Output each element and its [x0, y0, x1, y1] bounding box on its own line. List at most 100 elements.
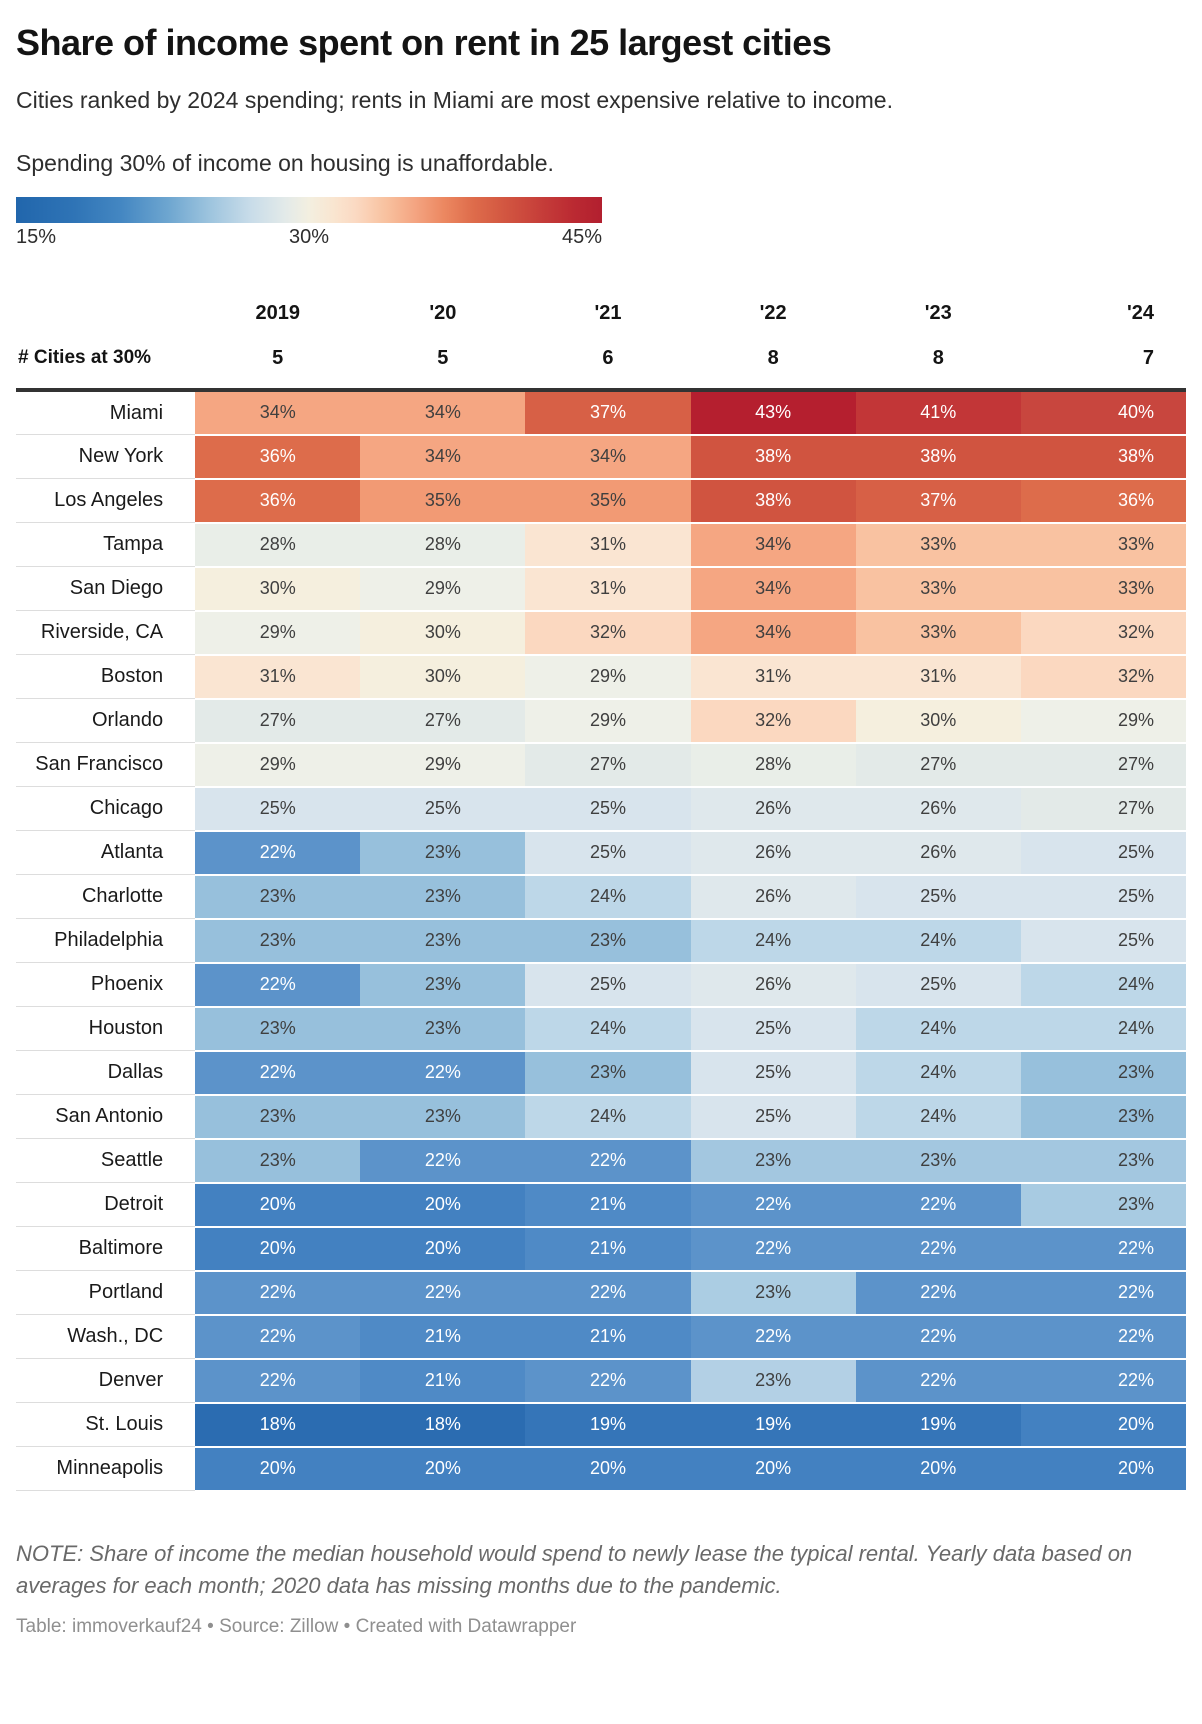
value-cell: 24%	[1020, 1006, 1186, 1052]
value-cell: 36%	[195, 478, 361, 524]
value-cell: 29%	[195, 742, 361, 788]
table-row: Boston 31% 30% 29% 31% 31% 32%	[16, 654, 1186, 700]
value-cell: 34%	[195, 389, 361, 436]
value-cell: 22%	[360, 1138, 526, 1184]
city-cell: Charlotte	[16, 874, 196, 920]
value-cell: 29%	[1020, 698, 1186, 744]
value-cell: 25%	[690, 1006, 856, 1052]
city-cell: Houston	[16, 1006, 196, 1052]
value-cell: 20%	[360, 1226, 526, 1272]
value-cell: 32%	[1020, 654, 1186, 700]
legend-labels: 15% 30% 45%	[16, 226, 602, 252]
table-row: San Diego 30% 29% 31% 34% 33% 33%	[16, 566, 1186, 612]
value-cell: 31%	[195, 654, 361, 700]
table-row: Tampa 28% 28% 31% 34% 33% 33%	[16, 522, 1186, 568]
value-cell: 23%	[195, 1006, 361, 1052]
value-cell: 20%	[1020, 1446, 1186, 1492]
city-cell: Los Angeles	[16, 478, 196, 524]
value-cell: 25%	[690, 1050, 856, 1096]
value-cell: 33%	[1020, 566, 1186, 612]
table-row: Seattle 23% 22% 22% 23% 23% 23%	[16, 1138, 1186, 1184]
value-cell: 22%	[855, 1358, 1021, 1404]
value-cell: 30%	[855, 698, 1021, 744]
legend-gradient-bar	[16, 196, 602, 223]
footer-credit: Table: immoverkauf24 • Source: Zillow • …	[16, 1615, 577, 1637]
value-cell: 31%	[855, 654, 1021, 700]
year-header: '23	[924, 301, 952, 324]
value-cell: 24%	[855, 1094, 1021, 1140]
value-cell: 33%	[855, 566, 1021, 612]
value-cell: 38%	[690, 434, 856, 480]
value-cell: 22%	[195, 1358, 361, 1404]
city-cell: New York	[16, 434, 196, 480]
value-cell: 32%	[690, 698, 856, 744]
value-cell: 23%	[690, 1358, 856, 1404]
rent-share-table: 2019 '20 '21 '22 '23 '24 # Cities at 30% 5 5 6 8 8…	[16, 292, 1186, 1492]
table-row: Denver 22% 21% 22% 23% 22% 22%	[16, 1358, 1186, 1404]
value-cell: 23%	[360, 918, 526, 964]
city-cell: Boston	[16, 654, 196, 700]
value-cell: 23%	[525, 1050, 691, 1096]
table-row: Chicago 25% 25% 25% 26% 26% 27%	[16, 786, 1186, 832]
value-cell: 22%	[855, 1270, 1021, 1316]
color-legend: 15% 30% 45%	[16, 196, 1186, 252]
value-cell: 23%	[690, 1270, 856, 1316]
value-cell: 19%	[690, 1402, 856, 1448]
value-cell: 26%	[690, 830, 856, 876]
value-cell: 41%	[855, 389, 1021, 436]
table-row: St. Louis 18% 18% 19% 19% 19% 20%	[16, 1402, 1186, 1448]
value-cell: 20%	[360, 1182, 526, 1228]
value-cell: 22%	[525, 1138, 691, 1184]
table-row: San Francisco 29% 29% 27% 28% 27% 27%	[16, 742, 1186, 788]
value-cell: 32%	[525, 610, 691, 656]
table-row: New York 36% 34% 34% 38% 38% 38%	[16, 434, 1186, 480]
value-cell: 36%	[195, 434, 361, 480]
value-cell: 37%	[525, 389, 691, 436]
value-cell: 23%	[360, 1094, 526, 1140]
city-cell: Minneapolis	[16, 1446, 196, 1492]
value-cell: 29%	[525, 698, 691, 744]
value-cell: 22%	[195, 962, 361, 1008]
value-cell: 30%	[360, 654, 526, 700]
value-cell: 23%	[360, 874, 526, 920]
city-cell: Baltimore	[16, 1226, 196, 1272]
city-cell: San Diego	[16, 566, 196, 612]
value-cell: 22%	[360, 1270, 526, 1316]
value-cell: 22%	[195, 1050, 361, 1096]
value-cell: 25%	[855, 874, 1021, 920]
city-cell: Orlando	[16, 698, 196, 744]
value-cell: 23%	[1020, 1050, 1186, 1096]
value-cell: 23%	[1020, 1182, 1186, 1228]
value-cell: 25%	[1020, 830, 1186, 876]
city-cell: Riverside, CA	[16, 610, 196, 656]
year-header: '22	[759, 301, 787, 324]
value-cell: 27%	[525, 742, 691, 788]
table-row: Wash., DC 22% 21% 21% 22% 22% 22%	[16, 1314, 1186, 1360]
value-cell: 24%	[690, 918, 856, 964]
value-cell: 25%	[195, 786, 361, 832]
cities-at-30-row: # Cities at 30% 5 5 6 8 8 7	[16, 341, 1186, 390]
value-cell: 20%	[195, 1182, 361, 1228]
value-cell: 31%	[525, 566, 691, 612]
value-cell: 23%	[195, 1094, 361, 1140]
value-cell: 27%	[855, 742, 1021, 788]
value-cell: 23%	[1020, 1094, 1186, 1140]
value-cell: 24%	[525, 1094, 691, 1140]
value-cell: 21%	[525, 1314, 691, 1360]
table-header: 2019 '20 '21 '22 '23 '24 # Cities at 30% 5 5 6 8 8…	[16, 292, 1186, 390]
value-cell: 26%	[690, 962, 856, 1008]
table-row: Riverside, CA 29% 30% 32% 34% 33% 32%	[16, 610, 1186, 656]
value-cell: 24%	[1020, 962, 1186, 1008]
value-cell: 26%	[690, 786, 856, 832]
value-cell: 22%	[690, 1314, 856, 1360]
city-cell: Detroit	[16, 1182, 196, 1228]
value-cell: 30%	[360, 610, 526, 656]
value-cell: 23%	[525, 918, 691, 964]
value-cell: 23%	[195, 918, 361, 964]
value-cell: 43%	[690, 389, 856, 436]
value-cell: 22%	[1020, 1358, 1186, 1404]
value-cell: 22%	[525, 1270, 691, 1316]
affordability-note: Spending 30% of income on housing is una…	[16, 149, 554, 176]
city-cell: San Antonio	[16, 1094, 196, 1140]
value-cell: 20%	[690, 1446, 856, 1492]
